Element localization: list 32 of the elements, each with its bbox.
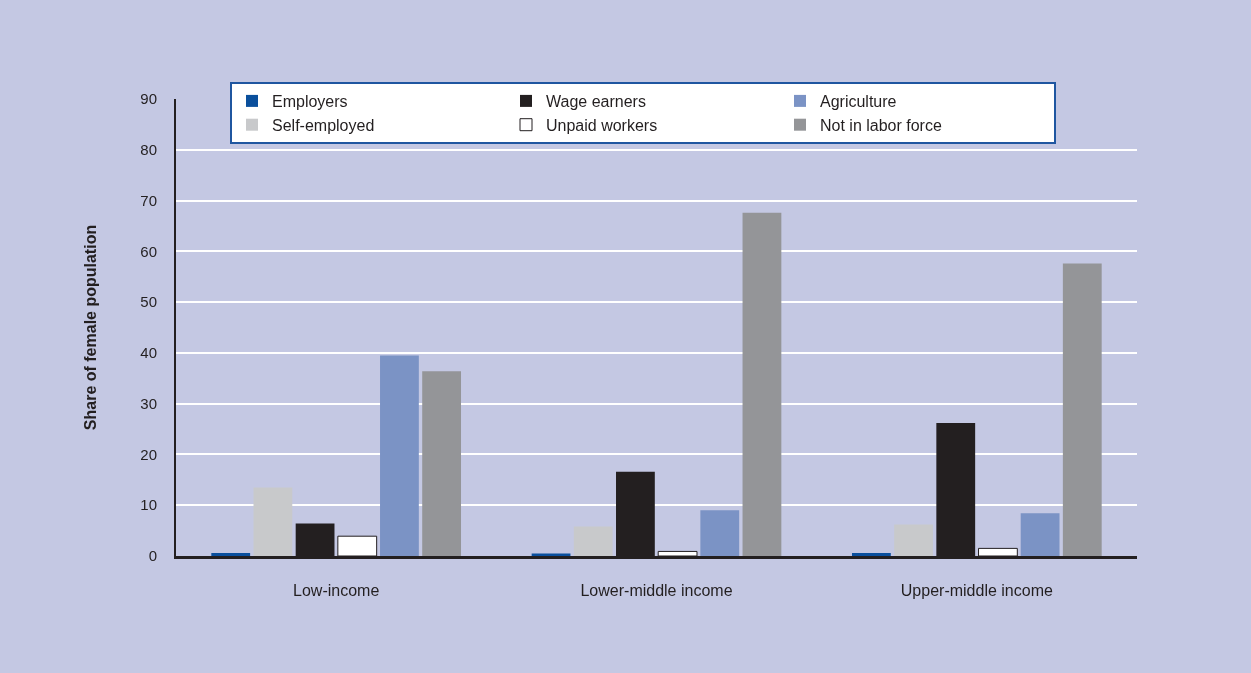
y-tick-label: 10 [140, 496, 157, 514]
y-tick-label: 20 [140, 445, 157, 463]
bar [253, 487, 293, 556]
x-tick-label: Lower-middle income [580, 582, 733, 600]
x-tick-label: Low-income [293, 582, 380, 600]
legend-label: Employers [272, 93, 348, 111]
bar [700, 510, 740, 556]
bar [1062, 263, 1102, 556]
y-tick-label: 40 [140, 344, 157, 362]
y-tick-label: 60 [140, 242, 157, 260]
legend-label: Unpaid workers [546, 116, 658, 134]
bar [894, 524, 933, 556]
y-tick-label: 30 [140, 394, 157, 412]
bar [1020, 513, 1060, 556]
y-tick-label: 50 [140, 293, 157, 311]
y-tick-label: 70 [140, 191, 157, 209]
y-axis-title: Share of female population [81, 224, 99, 431]
legend-label: Self-employed [272, 116, 375, 134]
y-tick-label: 80 [140, 141, 157, 159]
bar [422, 371, 462, 556]
bar [380, 355, 419, 556]
legend-label: Not in labor force [820, 116, 942, 134]
legend-label: Wage earners [546, 93, 646, 111]
x-tick-label: Upper-middle income [900, 582, 1053, 600]
y-tick-label: 0 [148, 547, 157, 565]
bar [742, 212, 782, 556]
bar [573, 526, 613, 556]
y-tick-label: 90 [140, 90, 157, 108]
legend-label: Agriculture [820, 93, 897, 111]
bar [851, 552, 891, 556]
bar [211, 552, 251, 556]
bar [531, 553, 571, 556]
